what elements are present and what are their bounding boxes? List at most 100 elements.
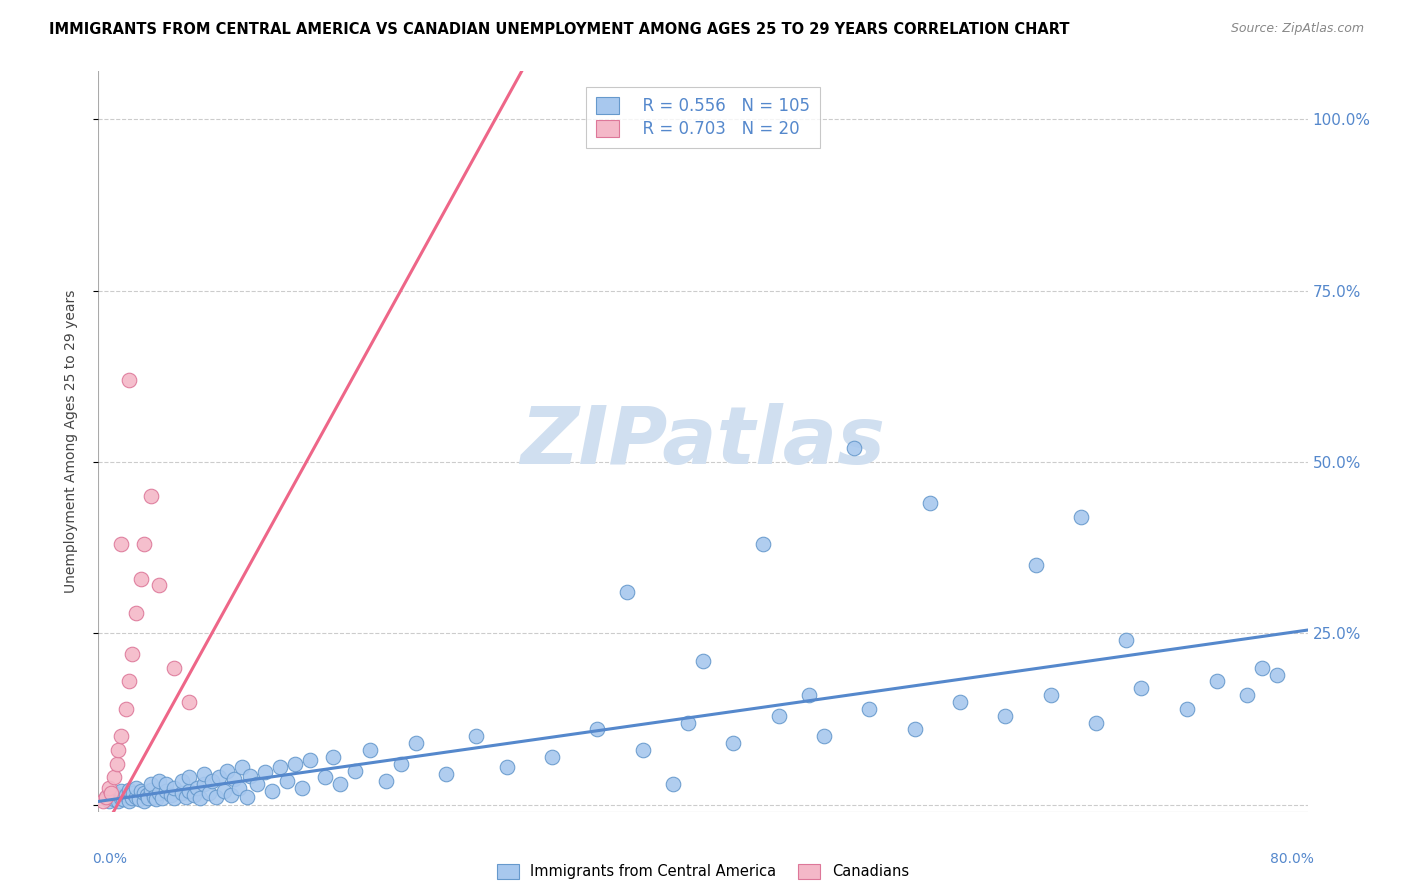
Point	[228, 780, 250, 795]
Point	[148, 773, 170, 788]
Point	[132, 794, 155, 808]
Point	[858, 702, 880, 716]
Text: IMMIGRANTS FROM CENTRAL AMERICA VS CANADIAN UNEMPLOYMENT AMONG AGES 25 TO 29 YEA: IMMIGRANTS FROM CENTRAL AMERICA VS CANAD…	[49, 22, 1070, 37]
Point	[262, 784, 284, 798]
Point	[676, 715, 699, 730]
Point	[148, 578, 170, 592]
Legend: Immigrants from Central America, Canadians: Immigrants from Central America, Canadia…	[491, 858, 915, 885]
Point	[797, 688, 820, 702]
Point	[179, 695, 201, 709]
Point	[197, 785, 219, 799]
Point	[186, 780, 208, 795]
Point	[193, 767, 215, 781]
Point	[141, 782, 163, 797]
Y-axis label: Unemployment Among Ages 25 to 29 years: Unemployment Among Ages 25 to 29 years	[63, 290, 77, 593]
Point	[103, 785, 125, 799]
Point	[118, 794, 141, 808]
Point	[125, 780, 148, 795]
Point	[150, 791, 173, 805]
Point	[118, 782, 141, 797]
Point	[141, 777, 163, 791]
Point	[314, 771, 336, 785]
Point	[215, 764, 238, 778]
Point	[586, 723, 609, 737]
Point	[212, 784, 235, 798]
Point	[269, 760, 291, 774]
Point	[231, 760, 253, 774]
Point	[661, 777, 683, 791]
Point	[201, 773, 224, 788]
Point	[179, 784, 201, 798]
Point	[344, 764, 367, 778]
Point	[276, 773, 298, 788]
Text: ZIPatlas: ZIPatlas	[520, 402, 886, 481]
Point	[100, 788, 122, 802]
Point	[145, 792, 167, 806]
Point	[389, 756, 412, 771]
Point	[844, 442, 866, 456]
Point	[221, 788, 243, 802]
Point	[183, 788, 205, 802]
Point	[246, 777, 269, 791]
Point	[155, 777, 177, 791]
Point	[148, 785, 170, 799]
Point	[136, 791, 159, 805]
Point	[1024, 558, 1046, 572]
Point	[122, 785, 145, 799]
Point	[360, 743, 382, 757]
Point	[110, 537, 132, 551]
Text: Source: ZipAtlas.com: Source: ZipAtlas.com	[1230, 22, 1364, 36]
Point	[322, 750, 344, 764]
Point	[205, 789, 228, 804]
Point	[291, 780, 314, 795]
Point	[98, 794, 121, 808]
Point	[179, 771, 201, 785]
Point	[135, 788, 157, 802]
Point	[100, 785, 122, 799]
Point	[1267, 667, 1289, 681]
Point	[121, 791, 143, 805]
Point	[723, 736, 745, 750]
Point	[94, 791, 117, 805]
Text: 80.0%: 80.0%	[1270, 853, 1313, 866]
Point	[994, 708, 1017, 723]
Point	[105, 789, 128, 804]
Point	[465, 729, 488, 743]
Point	[239, 769, 262, 783]
Point	[540, 750, 562, 764]
Point	[105, 756, 128, 771]
Point	[1039, 688, 1062, 702]
Point	[114, 702, 136, 716]
Point	[813, 729, 835, 743]
Point	[160, 788, 183, 802]
Point	[111, 792, 134, 806]
Point	[253, 764, 276, 779]
Point	[208, 771, 231, 785]
Point	[284, 756, 307, 771]
Point	[235, 789, 257, 804]
Point	[405, 736, 427, 750]
Point	[103, 792, 125, 806]
Point	[188, 791, 211, 805]
Point	[163, 661, 186, 675]
Point	[107, 743, 129, 757]
Point	[752, 537, 775, 551]
Point	[1175, 702, 1198, 716]
Point	[918, 496, 941, 510]
Point	[110, 784, 132, 798]
Point	[374, 773, 396, 788]
Point	[114, 788, 136, 802]
Point	[1206, 674, 1229, 689]
Point	[118, 674, 141, 689]
Point	[495, 760, 517, 774]
Point	[1085, 715, 1108, 730]
Point	[1236, 688, 1258, 702]
Point	[121, 647, 143, 661]
Point	[143, 789, 166, 804]
Point	[299, 753, 322, 767]
Point	[1070, 510, 1092, 524]
Point	[1130, 681, 1153, 696]
Point	[193, 777, 215, 791]
Point	[163, 791, 186, 805]
Point	[616, 585, 638, 599]
